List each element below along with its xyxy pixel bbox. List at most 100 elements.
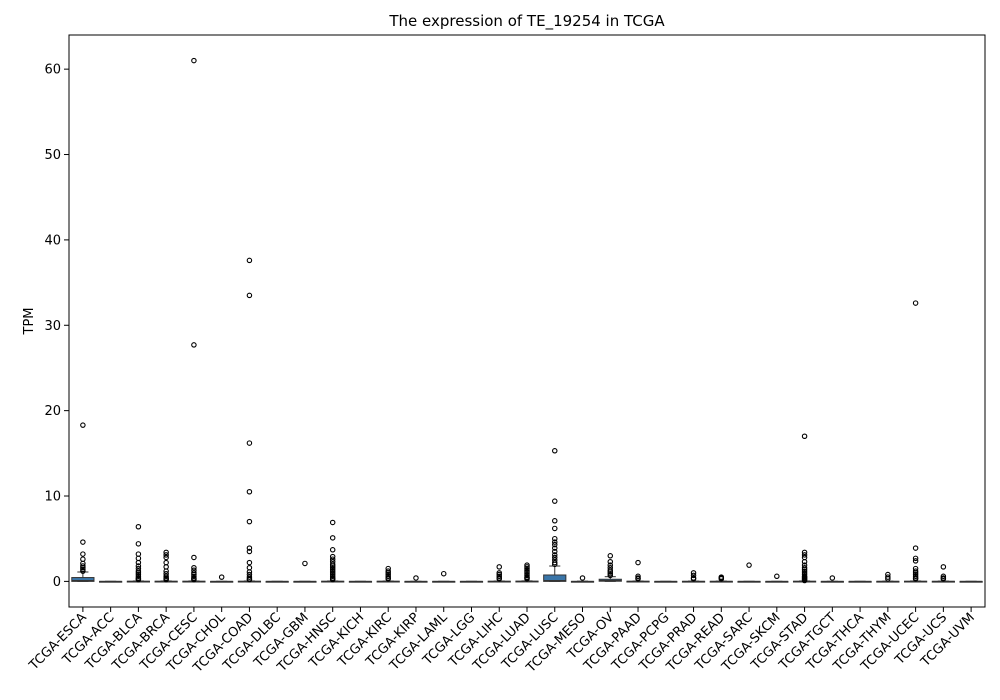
outlier-point [163, 573, 169, 580]
outlier-point [80, 563, 86, 569]
outlier-point [912, 570, 919, 576]
outlier-point [912, 568, 919, 574]
outlier-point [801, 433, 808, 440]
outlier-point [801, 564, 808, 571]
outlier-point [579, 575, 586, 581]
outlier-point [413, 575, 419, 581]
outlier-point [385, 573, 391, 580]
outlier-point [135, 573, 142, 580]
outlier-point [801, 552, 808, 558]
outlier-point [801, 549, 808, 556]
outlier-point [885, 576, 891, 582]
outlier-point [329, 564, 336, 571]
outlier-point [552, 539, 558, 545]
outlier-point [163, 568, 169, 574]
y-tick-label: 20 [44, 404, 61, 419]
outlier-point [246, 545, 253, 551]
outlier-point [385, 568, 391, 574]
outlier-point [552, 552, 558, 558]
outlier-point [246, 488, 253, 495]
outlier-point [912, 576, 919, 582]
outlier-point [191, 554, 197, 561]
outlier-point [329, 553, 336, 560]
outlier-point [940, 573, 947, 580]
outlier-point [246, 292, 253, 299]
outlier-point [912, 558, 919, 564]
outlier-point [80, 568, 86, 574]
outlier-point [329, 570, 336, 576]
outlier-point [524, 576, 530, 582]
y-tick-label: 50 [44, 148, 61, 163]
outlier-point [191, 57, 197, 64]
outlier-point [690, 572, 697, 579]
outlier-point [940, 576, 947, 582]
outlier-point [191, 576, 197, 583]
outlier-point [607, 553, 614, 559]
box [543, 574, 567, 582]
outlier-point [524, 565, 530, 572]
outlier-point [246, 440, 253, 446]
outlier-point [940, 564, 947, 570]
outlier-point [135, 576, 142, 583]
outlier-point [246, 257, 253, 264]
outlier-point [329, 566, 336, 573]
outlier-point [607, 562, 614, 568]
outlier-point [135, 563, 142, 569]
y-tick-label: 10 [44, 490, 61, 505]
outlier-point [635, 576, 641, 582]
outlier-point [885, 574, 891, 580]
outlier-point [329, 573, 336, 580]
outlier-point [690, 570, 697, 576]
outlier-point [552, 541, 558, 548]
outlier-point [135, 568, 142, 574]
outlier-point [191, 570, 197, 576]
outlier-point [80, 566, 86, 573]
outlier-point [163, 552, 169, 558]
outlier-point [552, 535, 558, 542]
outlier-point [329, 519, 336, 526]
outlier-point [80, 422, 86, 428]
outlier-point [329, 535, 336, 541]
outlier-point [552, 548, 558, 555]
outlier-point [607, 567, 614, 574]
box [71, 577, 95, 582]
outlier-point [80, 539, 86, 545]
chart-title: The expression of TE_19254 in TCGA [388, 12, 665, 31]
outlier-point [552, 545, 558, 551]
outlier-point [801, 568, 808, 574]
outlier-point [801, 559, 808, 565]
outlier-point [746, 562, 752, 568]
outlier-point [80, 551, 86, 557]
outlier-point [774, 573, 780, 580]
outlier-point [246, 518, 253, 525]
outlier-point [496, 564, 502, 570]
outlier-point [191, 564, 197, 571]
outlier-point [246, 548, 253, 555]
outlier-point [912, 545, 919, 551]
outlier-point [385, 576, 391, 582]
outlier-point [801, 566, 808, 573]
outlier-point [302, 560, 308, 567]
outlier-point [552, 559, 558, 566]
outlier-point [218, 574, 225, 580]
outlier-point [524, 572, 530, 579]
outlier-point [635, 573, 641, 580]
outlier-point [191, 573, 197, 580]
outlier-point [607, 572, 614, 579]
outlier-point [246, 574, 253, 580]
outlier-point [329, 563, 336, 569]
outlier-point [912, 555, 919, 562]
y-tick-label: 60 [44, 63, 61, 78]
outlier-point [552, 498, 558, 504]
y-tick-label: 40 [44, 233, 61, 248]
outlier-point [801, 577, 808, 584]
outlier-point [607, 559, 614, 565]
outlier-point [552, 561, 558, 568]
outlier-point [829, 575, 836, 581]
outlier-point [246, 559, 253, 566]
outlier-point [80, 564, 86, 571]
plot-frame [68, 34, 986, 608]
outlier-point [329, 576, 336, 583]
outlier-point [329, 561, 336, 568]
